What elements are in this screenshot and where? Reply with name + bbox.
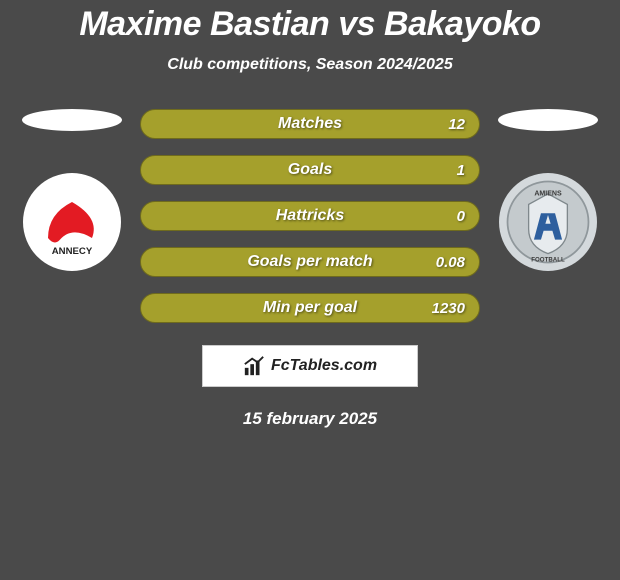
stat-row-gpm: Goals per match 0.08 [140,247,480,277]
page-title: Maxime Bastian vs Bakayoko [79,5,540,44]
main-row: ANNECY Matches 12 Goals 1 Hattricks 0 Go… [0,109,620,323]
stat-label: Matches [278,115,342,133]
right-player-photo-placeholder [498,109,598,131]
left-player-column: ANNECY [22,109,122,271]
brand-box[interactable]: FcTables.com [202,345,418,387]
date-label: 15 february 2025 [243,409,377,429]
stat-value: 12 [448,116,465,133]
amiens-logo-icon: AMIENS FOOTBALL [504,178,592,266]
player-right-name: Bakayoko [384,5,541,43]
annecy-badge-text: ANNECY [52,246,93,257]
stat-label: Hattricks [276,207,344,225]
bar-chart-icon [243,355,265,377]
stat-value: 0 [457,208,465,225]
stat-value: 1230 [432,300,465,317]
stat-label: Min per goal [263,299,357,317]
stat-row-hattricks: Hattricks 0 [140,201,480,231]
vs-label: vs [338,5,375,43]
stat-value: 0.08 [436,254,465,271]
left-club-badge: ANNECY [23,173,121,271]
stat-value: 1 [457,162,465,179]
right-player-column: AMIENS FOOTBALL [498,109,598,271]
stats-column: Matches 12 Goals 1 Hattricks 0 Goals per… [140,109,480,323]
comparison-card: Maxime Bastian vs Bakayoko Club competit… [0,0,620,429]
stat-label: Goals [288,161,332,179]
amiens-badge-text2: FOOTBALL [531,257,565,264]
subtitle: Club competitions, Season 2024/2025 [167,56,452,74]
stat-row-mpg: Min per goal 1230 [140,293,480,323]
brand-label: FcTables.com [271,357,377,375]
stat-row-matches: Matches 12 [140,109,480,139]
amiens-badge-text: AMIENS [534,191,562,198]
stat-label: Goals per match [247,253,372,271]
player-left-name: Maxime Bastian [79,5,329,43]
left-player-photo-placeholder [22,109,122,131]
stat-row-goals: Goals 1 [140,155,480,185]
annecy-logo-icon: ANNECY [32,182,112,262]
right-club-badge: AMIENS FOOTBALL [499,173,597,271]
